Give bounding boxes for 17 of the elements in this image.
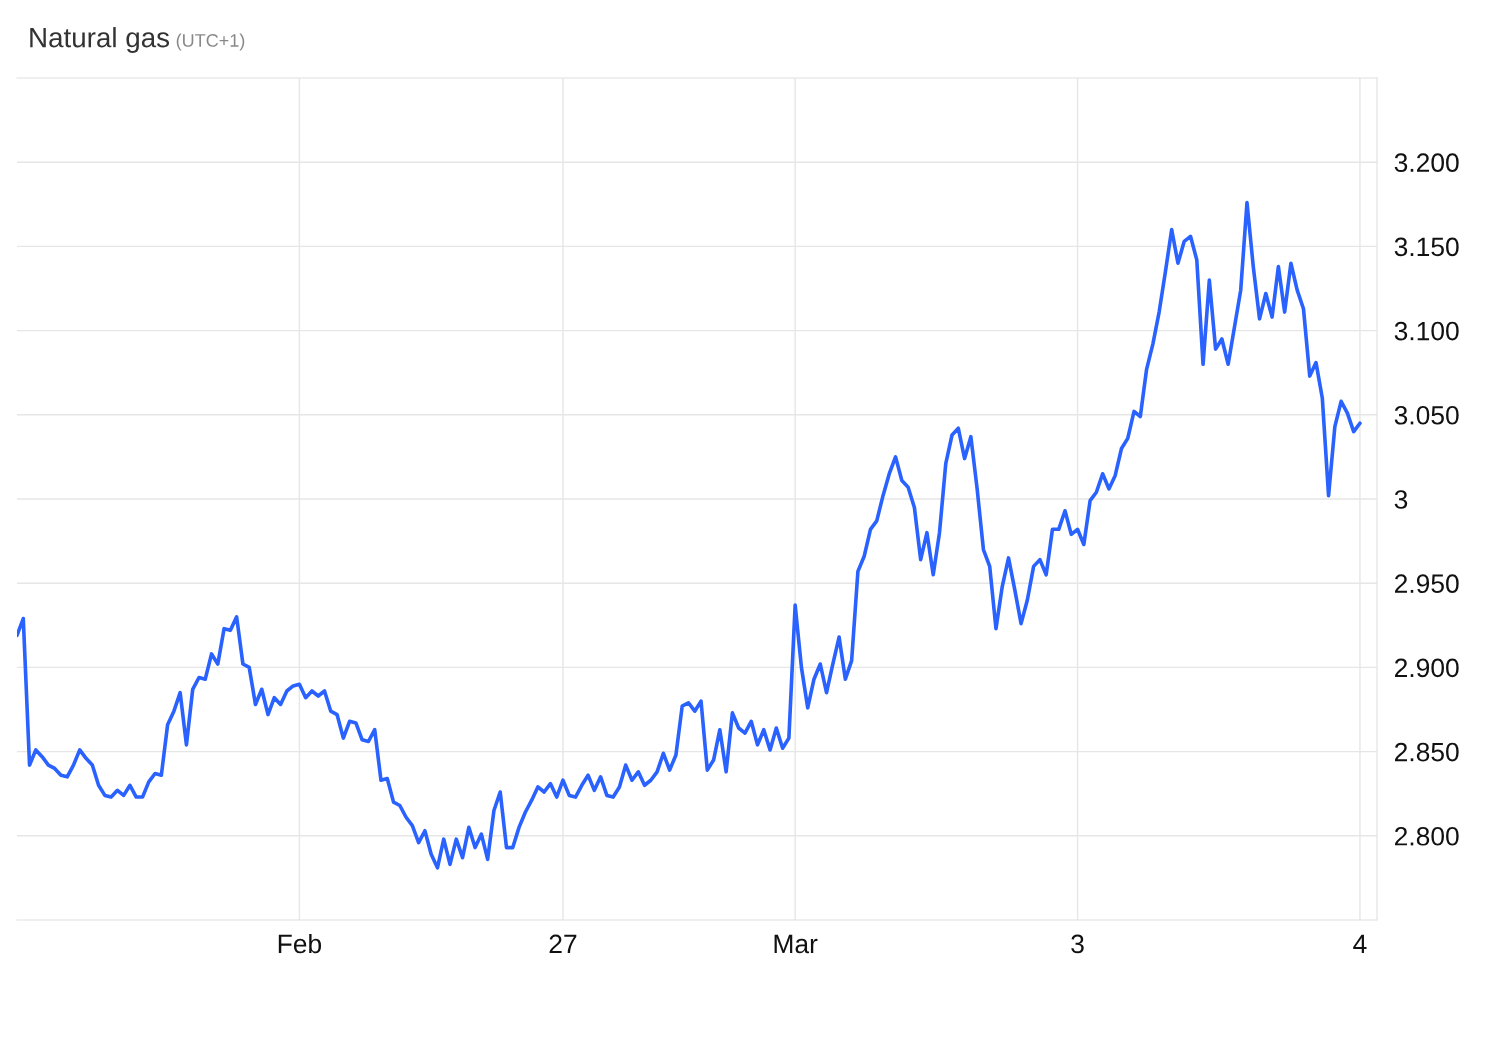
line-series: [17, 200, 1362, 870]
y-tick-label: 3.100: [1394, 321, 1459, 341]
y-tick-label: 2.900: [1394, 658, 1459, 678]
y-tick-label: 3.200: [1394, 153, 1459, 173]
y-tick-label: 3: [1394, 490, 1408, 509]
y-tick-label: 2.850: [1394, 742, 1459, 762]
y-tick-label: 2.800: [1394, 826, 1459, 846]
x-tick-label: 3: [1071, 934, 1084, 954]
chart-title: Natural gas: [30, 27, 170, 53]
y-tick-label: 3.150: [1394, 237, 1459, 257]
y-tick-label: 3.050: [1394, 405, 1459, 425]
x-tick-label: 4: [1353, 934, 1367, 954]
x-tick-label: Mar: [774, 934, 818, 954]
x-tick-label: 27: [549, 934, 577, 954]
chart-subtitle: (UTC+1): [176, 33, 245, 51]
x-tick-label: Feb: [278, 933, 322, 954]
y-tick-label: 2.950: [1394, 574, 1459, 594]
